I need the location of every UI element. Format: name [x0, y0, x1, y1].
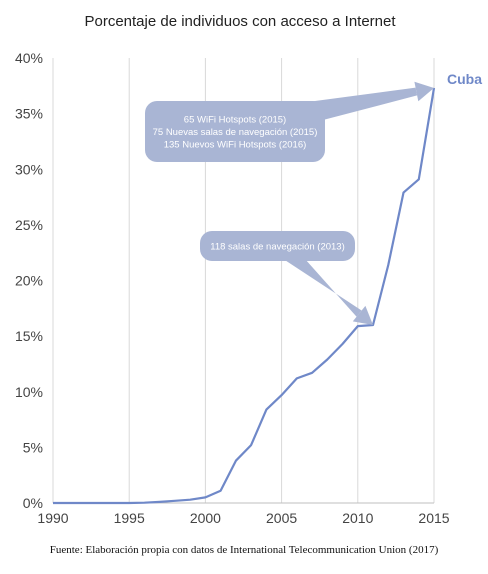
series-layer: Cuba: [53, 71, 482, 505]
callout-text: 65 WiFi Hotspots (2015): [184, 115, 286, 126]
x-tick-label: 2000: [190, 510, 221, 526]
y-tick-label: 5%: [23, 439, 43, 455]
series-label: Cuba: [447, 71, 482, 87]
y-tick-label: 40%: [15, 50, 43, 66]
series-line-cuba: [53, 87, 436, 505]
y-tick-label: 20%: [15, 273, 43, 289]
callout-arrow-shaft: [300, 87, 418, 126]
callout-text: 75 Nuevas salas de navegación (2015): [153, 127, 318, 138]
y-tick-label: 25%: [15, 217, 43, 233]
callout-arrow-head: [414, 81, 434, 102]
callout-text: 135 Nuevos WiFi Hotspots (2016): [164, 140, 307, 151]
chart-title: Porcentaje de individuos con acceso a In…: [84, 13, 396, 30]
annotations: 65 WiFi Hotspots (2015)75 Nuevas salas d…: [145, 81, 434, 325]
y-tick-label: 0%: [23, 495, 43, 511]
y-tick-label: 15%: [15, 328, 43, 344]
x-tick-label: 2010: [342, 510, 373, 526]
callout-text: 118 salas de navegación (2013): [210, 242, 345, 253]
callout-arrow-head: [352, 305, 373, 325]
x-tick-label: 1990: [37, 510, 68, 526]
source-note: Fuente: Elaboración propia con datos de …: [50, 544, 439, 556]
callout-arrow-shaft: [262, 245, 362, 317]
axes: 0% 5% 10% 15% 20% 25% 30% 35% 40% 1990 1995 2000 200…: [15, 50, 450, 526]
y-tick-label: 30%: [15, 161, 43, 177]
x-tick-label: 1995: [114, 510, 145, 526]
x-tick-label: 2005: [266, 510, 297, 526]
callout-box: [200, 231, 355, 261]
y-tick-label: 35%: [15, 106, 43, 122]
callout-box: [145, 101, 325, 162]
x-tick-label: 2015: [418, 510, 449, 526]
y-tick-label: 10%: [15, 384, 43, 400]
